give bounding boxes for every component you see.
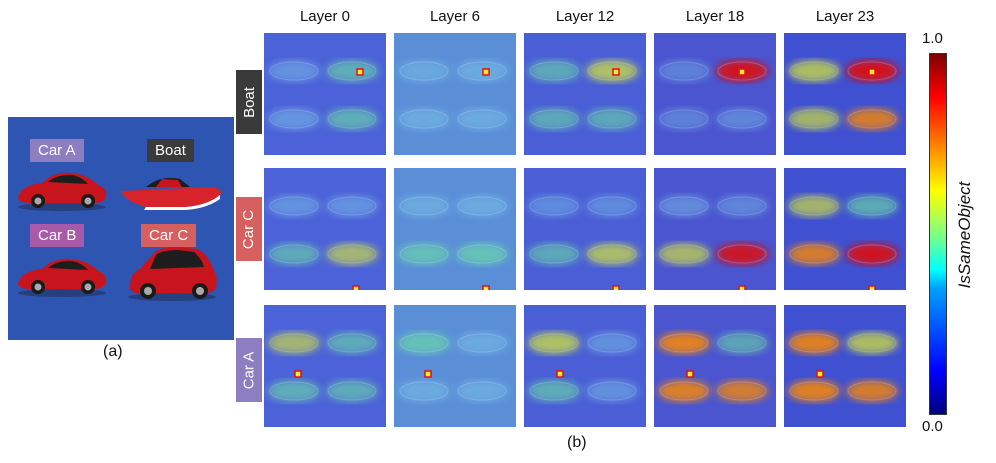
colorbar xyxy=(929,53,947,415)
heatmap-car-c-layer-1 xyxy=(394,168,516,290)
layer-18-title: Layer 18 xyxy=(685,8,745,25)
heatmap-car-c-layer-2 xyxy=(524,168,646,290)
caption-a: (a) xyxy=(103,343,123,360)
heatmap-car-a-layer-3 xyxy=(654,305,776,427)
car-a-label: Car A xyxy=(30,139,84,162)
scene-image: Car A Boat Car B Car C xyxy=(8,117,234,340)
row-label-car-a-text: Car A xyxy=(240,351,258,389)
row-label-car-c-text: Car C xyxy=(240,209,258,249)
heatmap-car-a-layer-2 xyxy=(524,305,646,427)
layer-0-title: Layer 0 xyxy=(299,8,351,25)
boat-label: Boat xyxy=(147,139,194,162)
row-label-car-c: Car C xyxy=(236,197,262,261)
heatmap-boat-layer-0 xyxy=(264,33,386,155)
car-b-label: Car B xyxy=(30,224,85,247)
heatmap-car-c-layer-0 xyxy=(264,168,386,290)
heatmap-car-c-layer-4 xyxy=(784,168,906,290)
car-b-image xyxy=(18,258,107,297)
boat-image xyxy=(120,178,221,210)
colorbar-max-label: 1.0 xyxy=(922,30,943,47)
car-c-label: Car C xyxy=(141,224,197,247)
heatmap-car-a-layer-1 xyxy=(394,305,516,427)
caption-b: (b) xyxy=(567,434,587,451)
layer-12-title: Layer 12 xyxy=(555,8,615,25)
heatmap-car-c-layer-3 xyxy=(654,168,776,290)
layer-23-title: Layer 23 xyxy=(815,8,875,25)
colorbar-min-label: 0.0 xyxy=(922,418,943,435)
car-c-image xyxy=(128,247,217,301)
layer-6-title: Layer 6 xyxy=(429,8,481,25)
row-label-car-a: Car A xyxy=(236,338,262,402)
heatmap-boat-layer-2 xyxy=(524,33,646,155)
heatmap-boat-layer-1 xyxy=(394,33,516,155)
colorbar-title: IsSameObject xyxy=(955,181,974,289)
heatmap-boat-layer-3 xyxy=(654,33,776,155)
car-a-image xyxy=(18,172,107,211)
row-label-boat: Boat xyxy=(236,70,262,134)
heatmap-car-a-layer-4 xyxy=(784,305,906,427)
heatmap-boat-layer-4 xyxy=(784,33,906,155)
row-label-boat-text: Boat xyxy=(240,86,258,118)
heatmap-car-a-layer-0 xyxy=(264,305,386,427)
